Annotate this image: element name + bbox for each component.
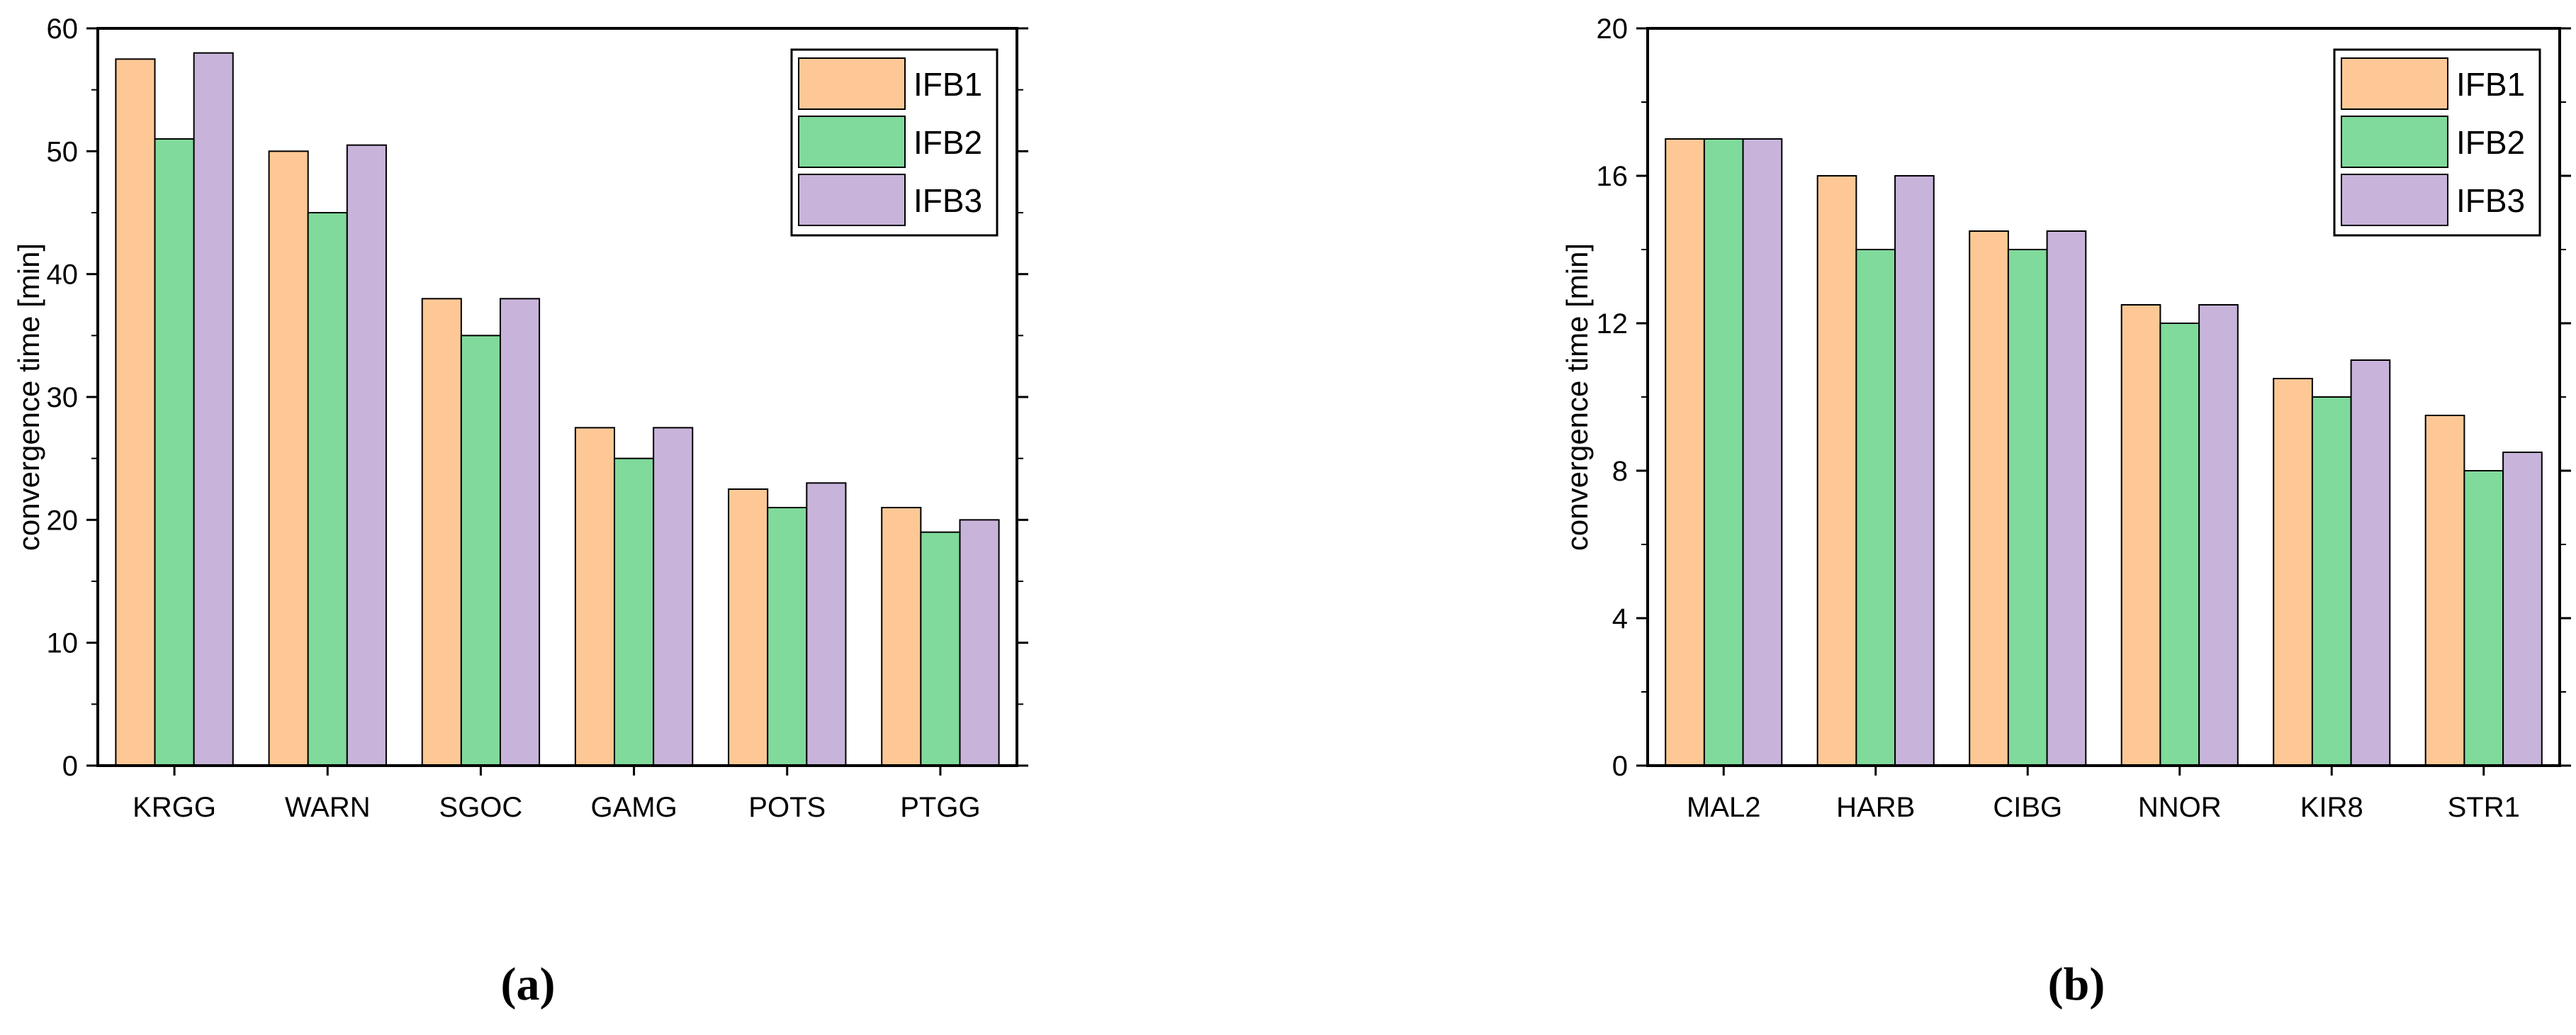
bar-b-ifb3-cibg bbox=[2046, 230, 2087, 766]
x-tick-label-a: WARN bbox=[285, 792, 371, 823]
y-tick-label-a: 0 bbox=[62, 751, 78, 782]
legend-a: IFB1 IFB2 IFB3 bbox=[790, 48, 999, 237]
bar-a-ifb3-ptgg bbox=[959, 519, 1000, 767]
axes-b: MAL2 HARB CIBG NNOR KIR8 STR1 0 4 8 12 16 20 bbox=[1597, 13, 2571, 823]
legend-label-b-ifb1: IFB1 bbox=[2456, 66, 2525, 103]
chart-panel-a: KRGG WARN SGOC GAMG POTS PTGG 0 10 20 30 40 50 60 IF… bbox=[12, 13, 1028, 1010]
bar-a-ifb2-ptgg bbox=[920, 531, 961, 766]
y-tick-label-b: 8 bbox=[1612, 456, 1628, 487]
bar-b-ifb1-kir8 bbox=[2273, 378, 2313, 766]
bar-b-ifb1-nnor bbox=[2120, 304, 2161, 766]
y-tick-label-a: 60 bbox=[47, 13, 79, 45]
y-tick-label-a: 20 bbox=[47, 505, 79, 536]
y-tick-label-b: 16 bbox=[1597, 161, 1629, 192]
legend-swatch-a-ifb3 bbox=[798, 174, 906, 226]
bars-b bbox=[1665, 138, 2543, 766]
x-tick-label-b: CIBG bbox=[1993, 792, 2062, 823]
x-tick-label-b: HARB bbox=[1836, 792, 1915, 823]
y-tick-label-a: 40 bbox=[47, 259, 79, 291]
bar-b-ifb2-cibg bbox=[2007, 249, 2048, 766]
x-tick-label-b: MAL2 bbox=[1687, 792, 1761, 823]
x-tick-label-a: KRGG bbox=[133, 792, 216, 823]
x-tick-label-b: STR1 bbox=[2448, 792, 2520, 823]
x-tick-label-b: KIR8 bbox=[2300, 792, 2363, 823]
bar-a-ifb3-pots bbox=[806, 482, 847, 767]
bar-b-ifb3-kir8 bbox=[2350, 359, 2391, 766]
legend-swatch-a-ifb1 bbox=[798, 57, 906, 110]
bar-a-ifb1-sgoc bbox=[421, 298, 462, 766]
legend-label-b-ifb3: IFB3 bbox=[2456, 182, 2525, 219]
bar-a-ifb1-gamg bbox=[574, 427, 616, 767]
legend-label-b-ifb2: IFB2 bbox=[2456, 124, 2525, 161]
bar-b-ifb2-mal2 bbox=[1703, 138, 1744, 766]
x-tick-label-a: PTGG bbox=[900, 792, 980, 823]
y-tick-label-a: 10 bbox=[47, 628, 79, 659]
bar-b-ifb2-nnor bbox=[2159, 323, 2200, 766]
bar-a-ifb2-sgoc bbox=[460, 335, 501, 766]
bar-b-ifb1-str1 bbox=[2424, 415, 2465, 766]
y-axis-label-a: convergence time [min] bbox=[12, 243, 45, 551]
axes-a: KRGG WARN SGOC GAMG POTS PTGG 0 10 20 30 40 50 60 bbox=[47, 13, 1028, 823]
bar-a-ifb2-warn bbox=[307, 212, 348, 766]
bar-b-ifb3-harb bbox=[1894, 175, 1935, 766]
legend-label-a-ifb2: IFB2 bbox=[913, 124, 982, 161]
bar-a-ifb3-krgg bbox=[193, 52, 234, 767]
panel-caption-a: (a) bbox=[501, 958, 556, 1010]
bar-a-ifb3-sgoc bbox=[499, 298, 541, 766]
legend-swatch-b-ifb1 bbox=[2341, 57, 2448, 110]
bar-a-ifb1-warn bbox=[268, 150, 309, 766]
y-tick-label-a: 50 bbox=[47, 136, 79, 167]
legend-label-a-ifb1: IFB1 bbox=[913, 66, 982, 103]
y-tick-label-b: 20 bbox=[1597, 13, 1629, 45]
bar-a-ifb2-gamg bbox=[614, 457, 655, 766]
y-tick-label-b: 0 bbox=[1612, 751, 1628, 782]
bar-a-ifb1-pots bbox=[728, 488, 769, 766]
bar-b-ifb1-mal2 bbox=[1665, 138, 1705, 766]
bars-a bbox=[115, 52, 1000, 767]
bar-b-ifb3-nnor bbox=[2198, 304, 2239, 766]
bar-b-ifb2-str1 bbox=[2463, 470, 2504, 766]
legend-label-a-ifb3: IFB3 bbox=[913, 182, 982, 219]
y-axis-label-b: convergence time [min] bbox=[1560, 243, 1594, 551]
x-tick-label-a: POTS bbox=[748, 792, 826, 823]
bar-b-ifb1-cibg bbox=[1969, 230, 2009, 766]
legend-swatch-b-ifb3 bbox=[2341, 174, 2448, 226]
bar-a-ifb1-krgg bbox=[115, 58, 156, 766]
x-tick-label-a: GAMG bbox=[590, 792, 677, 823]
bar-b-ifb2-kir8 bbox=[2311, 396, 2352, 766]
y-tick-label-a: 30 bbox=[47, 382, 79, 413]
panel-caption-b: (b) bbox=[2048, 958, 2105, 1010]
bar-a-ifb2-pots bbox=[767, 507, 808, 766]
y-tick-label-b: 4 bbox=[1612, 603, 1628, 634]
x-tick-label-b: NNOR bbox=[2138, 792, 2222, 823]
bar-a-ifb2-krgg bbox=[154, 138, 195, 766]
legend-swatch-b-ifb2 bbox=[2341, 116, 2448, 168]
legend-b: IFB1 IFB2 IFB3 bbox=[2333, 48, 2541, 237]
bar-a-ifb1-ptgg bbox=[881, 507, 922, 766]
legend-swatch-a-ifb2 bbox=[798, 116, 906, 168]
bar-a-ifb3-warn bbox=[346, 144, 387, 767]
bar-b-ifb2-harb bbox=[1855, 249, 1896, 766]
y-tick-label-b: 12 bbox=[1597, 308, 1629, 340]
x-tick-label-a: SGOC bbox=[439, 792, 523, 823]
bar-b-ifb3-mal2 bbox=[1742, 138, 1783, 766]
bar-a-ifb3-gamg bbox=[653, 427, 694, 767]
bar-b-ifb3-str1 bbox=[2502, 452, 2543, 766]
bar-b-ifb1-harb bbox=[1816, 175, 1857, 766]
